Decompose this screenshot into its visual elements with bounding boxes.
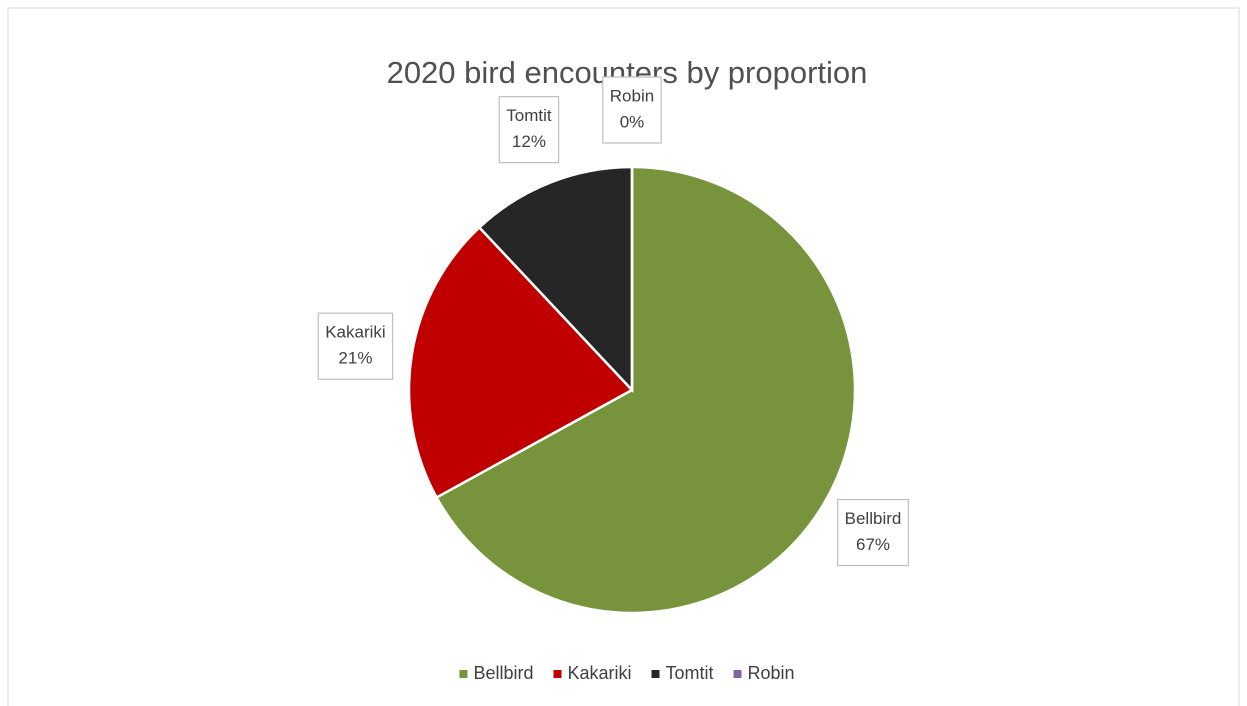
- data-label-value: 67%: [856, 535, 890, 554]
- label-box: [498, 96, 560, 164]
- legend-marker: [733, 670, 742, 678]
- pie-slice: [434, 165, 857, 615]
- pie-slice: [477, 165, 634, 394]
- label-box: [837, 498, 909, 567]
- legend-marker: [459, 670, 468, 678]
- legend-label: Bellbird: [473, 663, 533, 683]
- label-box: [317, 312, 394, 380]
- label-box: [602, 76, 662, 144]
- data-label-value: 12%: [512, 132, 546, 151]
- data-label-name: Tomtit: [506, 106, 552, 125]
- data-label-name: Bellbird: [845, 509, 902, 528]
- pie-slice: [407, 225, 635, 500]
- legend-marker: [651, 670, 660, 678]
- legend-label: Tomtit: [666, 663, 714, 683]
- legend-marker: [553, 670, 562, 678]
- data-label-name: Kakariki: [325, 323, 385, 342]
- data-label-value: 21%: [338, 349, 372, 368]
- data-label-name: Robin: [610, 86, 654, 105]
- legend-label: Kakariki: [567, 663, 631, 683]
- legend-label: Robin: [748, 663, 795, 683]
- data-label-value: 0%: [620, 112, 645, 131]
